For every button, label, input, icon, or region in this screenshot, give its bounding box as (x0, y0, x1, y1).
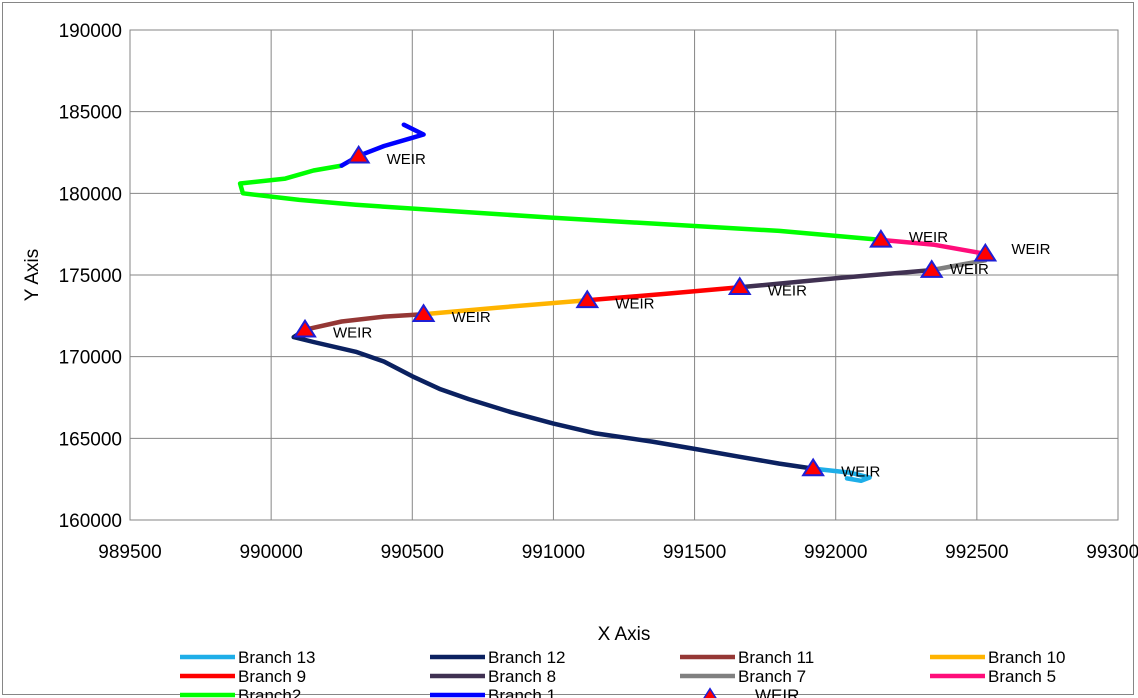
weir-marker (919, 259, 944, 278)
legend-label-branch-5: Branch 5 (988, 667, 1056, 686)
y-tick-label: 160000 (59, 511, 122, 532)
weir-annotation: WEIR (1011, 241, 1050, 258)
legend-label-branch-12: Branch 12 (488, 648, 566, 667)
series-line-branch-9 (585, 285, 742, 303)
weir-annotation: WEIR (841, 464, 880, 481)
x-tick-label: 992000 (804, 542, 867, 563)
y-tick-labels: 160000 165000 170000 175000 180000 185000 1900… (59, 21, 122, 532)
x-tick-label: 991000 (522, 542, 585, 563)
series-line-branch-8 (737, 267, 934, 290)
legend-label-branch-8: Branch 8 (488, 667, 556, 686)
y-tick-label: 180000 (59, 184, 122, 205)
legend-label-branch-11: Branch 11 (738, 648, 814, 667)
legend-swatch-weir (703, 687, 717, 698)
weir-annotation: WEIR (615, 295, 654, 312)
legend-label-weir: WEIR (755, 686, 799, 698)
y-axis-title: Y Axis (22, 249, 43, 301)
x-tick-label: 991500 (663, 542, 726, 563)
weir-marker (801, 457, 825, 477)
weir-annotation: WEIR (909, 229, 948, 246)
weir-marker (293, 318, 317, 338)
series-lines (237, 122, 988, 484)
x-tick-label: 990000 (239, 542, 302, 563)
y-tick-label: 170000 (59, 348, 122, 369)
weir-marker (727, 276, 752, 295)
x-tick-label: 992500 (945, 542, 1008, 563)
weir-marker (973, 242, 998, 262)
series-line-branch-13 (810, 466, 872, 484)
y-tick-label: 165000 (59, 429, 122, 450)
weir-marker (575, 289, 600, 309)
series-line-branch-7 (929, 258, 988, 273)
weir-marker (346, 144, 371, 164)
y-tick-label: 175000 (59, 266, 122, 287)
legend: Branch 13 Branch 12 Branch 11 Branch 10Bran… (180, 648, 1066, 698)
weir-marker (869, 229, 893, 248)
x-tick-label: 993000 (1086, 542, 1138, 563)
x-tick-label: 989500 (98, 542, 161, 563)
legend-label-branch-9: Branch 9 (238, 667, 306, 686)
legend-label-branch-1: Branch 1 (488, 686, 556, 698)
series-line-branch2 (237, 163, 884, 243)
series-line-branch-12 (291, 327, 816, 471)
y-tick-label: 185000 (59, 103, 122, 124)
legend-label-branch-10: Branch 10 (988, 648, 1066, 667)
x-tick-label: 990500 (381, 542, 444, 563)
weir-marker (411, 303, 436, 322)
legend-label-branch-7: Branch 7 (738, 667, 806, 686)
legend-label-branch2: Branch2 (238, 686, 301, 698)
y-tick-label: 190000 (59, 21, 122, 42)
weir-annotation: WEIR (950, 261, 989, 278)
legend-label-branch-13: Branch 13 (238, 648, 316, 667)
series-line-branch-5 (878, 237, 988, 257)
weir-annotation: WEIR (333, 325, 372, 342)
weir-markers (293, 144, 998, 477)
series-line-branch-11 (302, 311, 426, 332)
weir-annotation: WEIR (452, 309, 491, 326)
plot-area (129, 29, 1119, 521)
x-tick-labels: 989500 990000 990500 991000 991500 992000 9925… (98, 542, 1138, 563)
series-line-branch-10 (421, 298, 590, 317)
weir-annotation: WEIR (768, 282, 807, 299)
x-axis-title: X Axis (598, 624, 651, 645)
weir-annotation: WEIR (387, 151, 426, 168)
